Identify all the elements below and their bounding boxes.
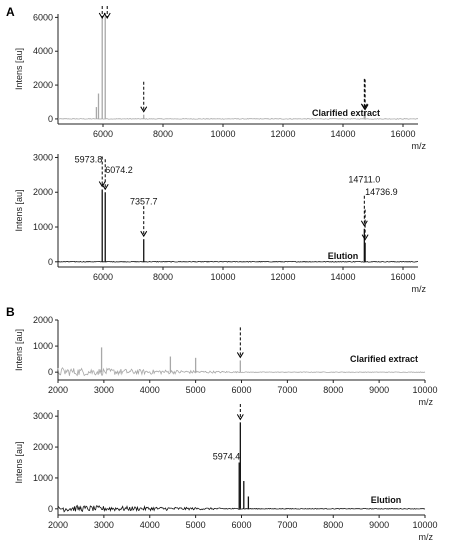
x-axis-label: m/z [412,284,427,294]
peak-label: 5973.8 [75,155,103,165]
x-tick-label: 10000 [210,129,235,139]
arrow-head [236,352,244,359]
arrow-head [140,230,148,238]
spectrum-panel-1: 0 2000 4000 6000 6000 8000 10000 12000 14000 1600… [6,5,426,151]
spectrum-panel-3: 0 1000 2000 2000 3000 4000 5000 6000 7000 8000 900… [6,305,438,407]
peak-label: 14736.9 [365,187,398,197]
series-label: Clarified extract [350,354,418,364]
x-tick-label: 12000 [270,129,295,139]
x-tick-label: 12000 [270,272,295,282]
x-tick-label: 8000 [323,385,343,395]
arrow-head [98,181,106,188]
x-tick-label: 4000 [140,520,160,530]
peak-label: 14711.0 [348,175,380,185]
x-tick-label: 2000 [48,385,68,395]
x-tick-label: 6000 [231,385,251,395]
x-axis-label: m/z [412,141,427,151]
peak-label: 7357.7 [130,196,158,206]
spectrum-panel-2: 0 1000 2000 3000 6000 8000 10000 12000 14000 1600… [14,152,426,294]
arrow-head [361,234,369,241]
spectrum-trace [57,504,426,513]
x-tick-label: 8000 [153,129,173,139]
x-tick-label: 5000 [186,385,206,395]
y-axis-label: Intens [au] [14,48,24,90]
arrow-head [140,106,148,113]
panel-letter: B [6,305,15,319]
y-tick-label: 1000 [33,473,53,483]
spectrum-panel-4: 0 1000 2000 3000 2000 3000 4000 5000 6000 7000 800… [14,404,438,542]
x-tick-label: 9000 [369,520,389,530]
x-tick-label: 7000 [277,385,297,395]
peak-label: 6074.2 [105,165,133,175]
y-tick-label: 2000 [33,315,53,325]
y-tick-label: 3000 [33,152,53,162]
x-tick-label: 10000 [412,385,437,395]
arrow-head [101,183,109,191]
x-tick-label: 10000 [210,272,235,282]
arrow-head [103,12,111,19]
x-tick-label: 7000 [277,520,297,530]
x-tick-label: 6000 [93,272,113,282]
y-tick-label: 4000 [33,46,53,56]
panel-letter: A [6,5,15,19]
series-label: Clarified extract [312,108,380,118]
x-tick-label: 10000 [412,520,437,530]
x-tick-label: 3000 [94,520,114,530]
x-tick-label: 4000 [140,385,160,395]
series-label: Elution [328,251,359,261]
series-label: Elution [371,495,402,505]
x-axis-label: m/z [419,397,434,407]
y-axis-label: Intens [au] [14,329,24,371]
y-tick-label: 6000 [33,12,53,22]
x-tick-label: 6000 [93,129,113,139]
x-tick-label: 5000 [186,520,206,530]
arrow-head [361,104,369,111]
x-tick-label: 2000 [48,520,68,530]
spectrum-trace [57,367,426,377]
arrow-head [236,414,244,421]
y-tick-label: 2000 [33,442,53,452]
x-tick-label: 16000 [390,272,415,282]
y-tick-label: 0 [48,367,53,377]
y-tick-label: 2000 [33,80,53,90]
x-tick-label: 8000 [323,520,343,530]
arrow-head [360,220,368,227]
x-tick-label: 6000 [231,520,251,530]
x-tick-label: 3000 [94,385,114,395]
y-tick-label: 0 [48,504,53,514]
x-tick-label: 8000 [153,272,173,282]
y-tick-label: 0 [48,257,53,267]
x-tick-label: 16000 [390,129,415,139]
arrow-head [98,12,106,19]
y-tick-label: 1000 [33,222,53,232]
spectrum-trace [57,260,419,263]
x-tick-label: 14000 [330,272,355,282]
y-tick-label: 1000 [33,341,53,351]
peak-label: 5974.4 [213,451,241,461]
x-tick-label: 9000 [369,385,389,395]
y-axis-label: Intens [au] [14,189,24,231]
y-tick-label: 0 [48,114,53,124]
spectrum-trace [57,118,419,120]
x-axis-label: m/z [419,532,434,542]
x-tick-label: 14000 [330,129,355,139]
y-tick-label: 2000 [33,187,53,197]
y-tick-label: 3000 [33,411,53,421]
y-axis-label: Intens [au] [14,441,24,483]
